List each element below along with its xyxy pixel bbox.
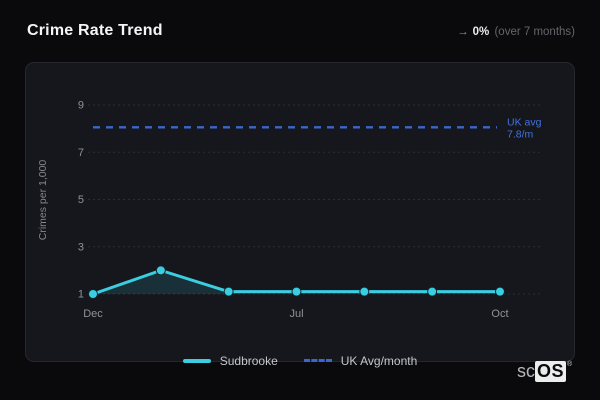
trend-indicator: → 0% (over 7 months)	[457, 26, 575, 38]
y-axis-label: Crimes per 1,000	[37, 160, 49, 241]
trend-percentage: 0%	[472, 26, 490, 38]
trend-arrow-icon: →	[457, 26, 469, 38]
legend-label: UK Avg/month	[340, 353, 418, 368]
data-point[interactable]	[427, 286, 438, 297]
chart-legend: Sudbrooke UK Avg/month	[0, 352, 600, 369]
data-point[interactable]	[155, 265, 166, 276]
reference-label-line1: UK avg	[507, 116, 542, 128]
y-tick-label: 5	[78, 194, 84, 206]
data-point[interactable]	[494, 286, 505, 297]
header: Crime Rate Trend → 0% (over 7 months)	[27, 22, 575, 40]
data-point[interactable]	[359, 286, 370, 297]
y-tick-label: 9	[78, 100, 84, 112]
logo-prefix: sc	[517, 361, 535, 381]
trend-period: (over 7 months)	[494, 26, 575, 38]
legend-item-sudbrooke[interactable]: Sudbrooke	[182, 353, 278, 368]
data-point[interactable]	[291, 286, 302, 297]
registered-trademark-icon: ®	[567, 361, 573, 368]
legend-item-uk-avg[interactable]: UK Avg/month	[303, 353, 418, 368]
y-tick-label: 1	[78, 289, 84, 301]
y-tick-label: 3	[78, 241, 84, 253]
data-point[interactable]	[88, 289, 98, 299]
legend-label: Sudbrooke	[219, 353, 278, 368]
reference-label-line2: 7.8/m	[507, 128, 534, 140]
uk-avg-dashed-swatch-icon	[303, 359, 332, 362]
sudbrooke-line-swatch-icon	[182, 358, 211, 363]
x-tick-label: Oct	[491, 308, 508, 320]
chart-card	[25, 62, 575, 362]
page-title: Crime Rate Trend	[27, 22, 163, 39]
data-point[interactable]	[223, 286, 234, 297]
series-area-fill	[93, 270, 500, 294]
logo-suffix: OS	[535, 361, 567, 382]
x-tick-label: Dec	[83, 308, 103, 320]
x-tick-label: Jul	[289, 308, 303, 320]
scos-logo: sc OS ®	[517, 361, 572, 382]
y-tick-label: 7	[78, 147, 84, 159]
